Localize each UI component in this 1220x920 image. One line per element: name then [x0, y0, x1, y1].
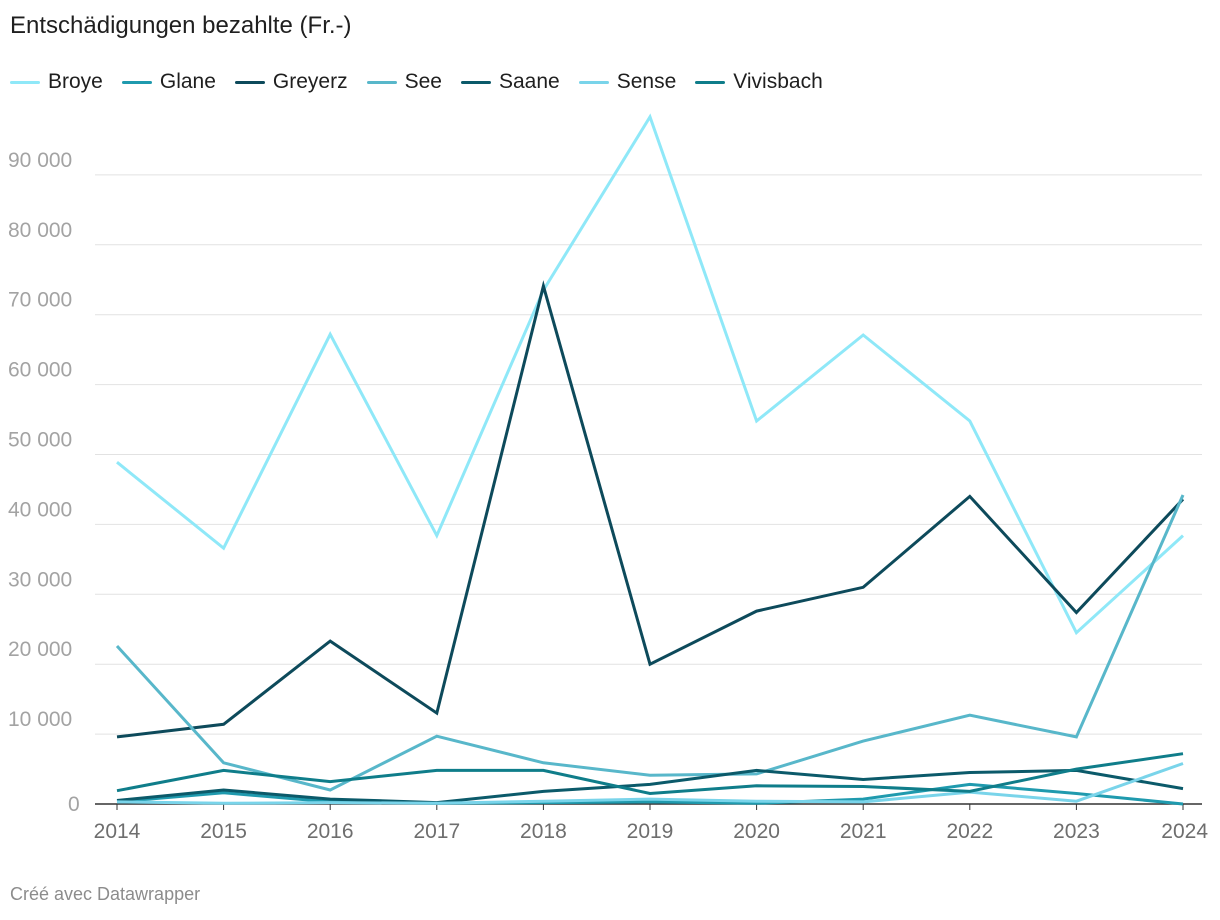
y-tick-label: 80 000 [8, 219, 72, 242]
y-tick-label: 70 000 [8, 289, 72, 312]
y-tick-label: 10 000 [8, 708, 72, 731]
legend-item-sense: Sense [578, 70, 677, 94]
x-tick-label: 2019 [627, 820, 674, 843]
x-tick-label: 2018 [520, 820, 567, 843]
x-tick-label: 2020 [733, 820, 780, 843]
x-tick-label: 2014 [94, 820, 141, 843]
legend-swatch [460, 80, 491, 84]
chart-legend: Broye Glane Greyerz See Saane Sense Vivisbach [10, 70, 842, 94]
legend-item-see: See [366, 70, 442, 94]
y-tick-label: 90 000 [8, 149, 72, 172]
legend-label: Glane [159, 70, 216, 93]
legend-swatch [121, 80, 152, 84]
y-tick-label: 20 000 [8, 638, 72, 661]
grid-lines [95, 174, 1202, 805]
chart-title: Entschädigungen bezahlte (Fr.-) [10, 12, 352, 39]
legend-label: See [404, 70, 442, 93]
y-tick-label: 60 000 [8, 359, 72, 382]
x-tick-label: 2023 [1053, 820, 1100, 843]
series-line-glane [116, 782, 1184, 806]
legend-label: Sense [616, 70, 677, 93]
y-axis-ticks: 10 000 20 000 30 000 40 000 50 000 60 000 70 0… [8, 149, 80, 816]
x-axis-ticks: 2014 2015 2016 2017 2018 2019 2020 2021 2022 2023… [94, 804, 1208, 843]
series-lines [115, 113, 1185, 806]
x-tick-label: 2017 [413, 820, 460, 843]
series-line-see [115, 494, 1185, 792]
series-line-vivisbach [116, 752, 1184, 796]
legend-item-broye: Broye [10, 70, 103, 94]
credit-footer: Créé avec Datawrapper [10, 884, 201, 904]
x-tick-label: 2021 [840, 820, 887, 843]
legend-item-saane: Saane [460, 70, 560, 94]
legend-item-glane: Glane [121, 70, 216, 94]
series-line-sense [116, 762, 1184, 805]
y-tick-label: 0 [68, 793, 80, 816]
x-tick-label: 2015 [200, 820, 247, 843]
legend-item-greyerz: Greyerz [234, 70, 348, 94]
legend-item-vivisbach: Vivisbach [695, 70, 823, 94]
legend-label: Saane [498, 70, 560, 93]
series-line-broye [116, 113, 1185, 636]
x-tick-label: 2022 [946, 820, 993, 843]
legend-swatch [695, 80, 726, 84]
legend-label: Greyerz [272, 70, 348, 93]
legend-swatch [366, 80, 397, 84]
legend-label: Vivisbach [733, 70, 823, 93]
x-tick-label: 2024 [1161, 820, 1208, 843]
series-line-saane [116, 768, 1184, 805]
legend-swatch [10, 80, 40, 84]
y-tick-label: 50 000 [8, 429, 72, 452]
y-tick-label: 30 000 [8, 568, 72, 591]
legend-swatch [234, 80, 265, 84]
legend-label: Broye [48, 70, 103, 93]
legend-swatch [578, 80, 609, 84]
x-tick-label: 2016 [307, 820, 354, 843]
series-line-greyerz [116, 280, 1185, 739]
y-tick-label: 40 000 [8, 498, 72, 521]
